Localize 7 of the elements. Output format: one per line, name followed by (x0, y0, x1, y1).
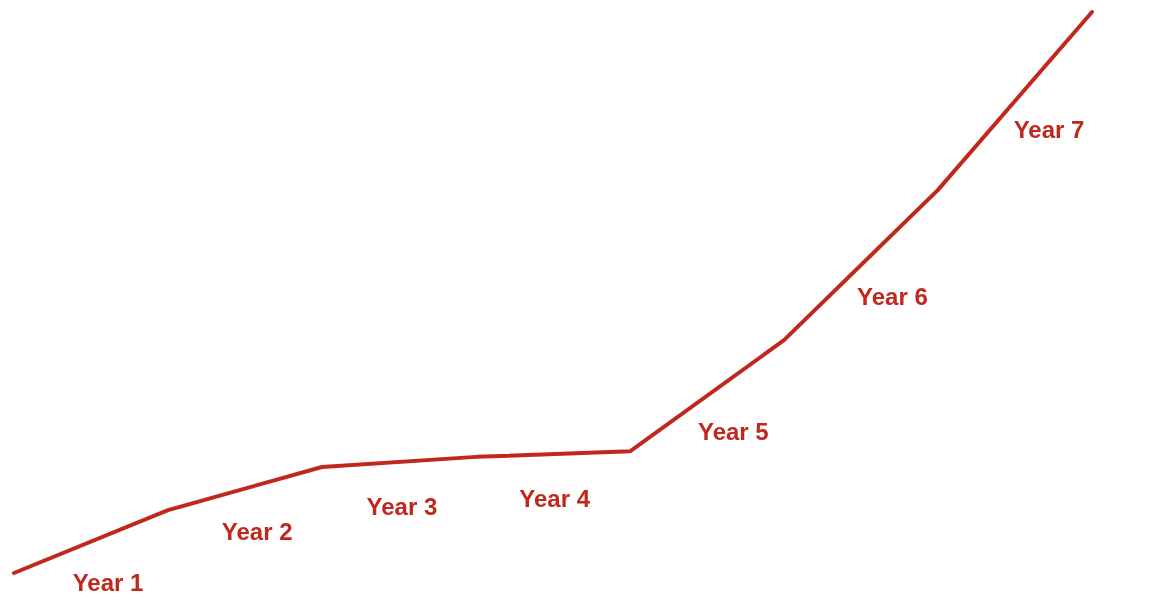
annotation: Year 3 (366, 492, 438, 520)
annotation: Year 4 (519, 485, 591, 513)
annotation: Year 7 (1013, 116, 1085, 144)
annotation: Year 6 (857, 283, 928, 311)
annotation: Year 1 (72, 569, 144, 597)
annotation: Year 2 (221, 517, 293, 545)
annotation: Year 5 (697, 418, 769, 446)
